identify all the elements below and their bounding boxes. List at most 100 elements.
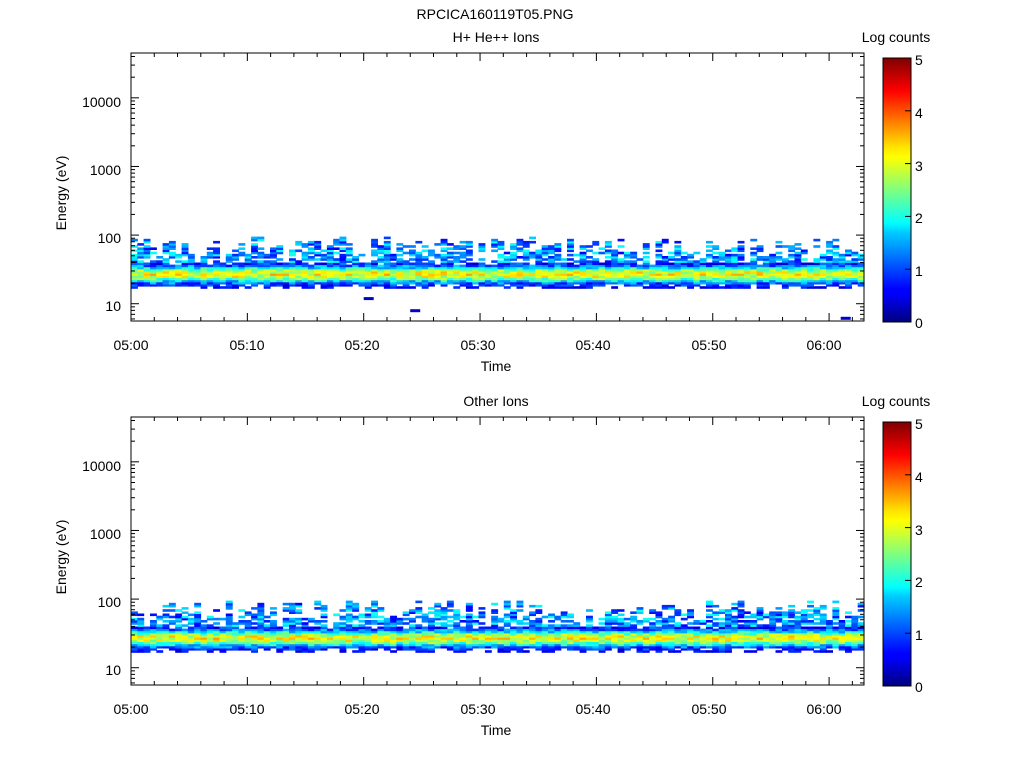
heatmap-cell [541,247,549,250]
heatmap-cell [307,275,315,278]
heatmap-cell [586,281,593,285]
heatmap-cell [788,275,796,278]
heatmap-cell [642,641,650,645]
heatmap-cell [232,643,239,647]
heatmap-cell [213,264,220,268]
heatmap-cell [693,650,701,653]
heatmap-cell [434,645,442,649]
heatmap-cell [383,275,391,278]
heatmap-cell [244,258,252,261]
heatmap-cell [813,635,821,638]
heatmap-cell [390,279,397,283]
heatmap-cell [535,266,543,270]
heatmap-cell [845,643,852,647]
heatmap-cell [617,245,625,248]
heatmap-cell [156,271,164,274]
heatmap-cell [257,281,265,285]
heatmap-cell [377,615,385,619]
heatmap-cell [187,268,195,272]
heatmap-cell [289,641,296,645]
heatmap-cell [270,266,277,270]
heatmap-cell [567,271,574,274]
heatmap-cell [263,281,271,285]
heatmap-cell [718,266,726,270]
heatmap-cell [225,264,233,268]
heatmap-cell [396,271,404,274]
heatmap-cell [668,641,675,645]
heatmap-cell [484,268,492,272]
heatmap-cell [807,639,814,642]
heatmap-cell [137,637,145,640]
heatmap-cell [529,639,536,642]
heatmap-cell [687,609,694,612]
heatmap-cell [352,260,360,263]
heatmap-cell [225,275,233,278]
heatmap-cell [781,258,789,261]
heatmap-cell [699,277,707,281]
heatmap-cell [699,645,707,649]
heatmap-cell [592,630,600,634]
heatmap-cell [636,650,644,653]
heatmap-cell [326,256,334,259]
heatmap-cell [446,602,454,606]
heatmap-cell [680,264,688,268]
heatmap-cell [699,279,707,283]
heatmap-cell [276,245,284,248]
heatmap-cell [617,279,625,283]
heatmap-cell [131,650,138,653]
heatmap-cell [251,635,258,638]
heatmap-cell [326,630,334,634]
heatmap-cell [845,628,852,632]
heatmap-cell [800,639,808,642]
heatmap-cell [731,284,739,287]
heatmap-cell [282,617,290,621]
heatmap-cell [503,281,511,285]
heatmap-cell [699,275,707,278]
heatmap-cell [251,279,258,283]
heatmap-cell [371,645,378,649]
heatmap-cell [611,641,619,645]
heatmap-cell [560,637,568,640]
heatmap-cell [206,645,214,649]
heatmap-cell [194,277,202,281]
heatmap-cell [775,273,783,276]
heatmap-cell [737,600,745,604]
heatmap-cell [725,256,732,259]
heatmap-cell [200,281,208,285]
heatmap-cell [535,645,543,649]
heatmap-cell [453,628,461,632]
heatmap-cell [175,645,183,649]
heatmap-cell [560,628,568,632]
heatmap-cell [807,635,814,638]
heatmap-cell [560,268,568,272]
heatmap-cell [510,617,517,621]
heatmap-cell [807,279,814,283]
heatmap-cell [807,264,814,268]
heatmap-cell [434,626,442,630]
heatmap-cell [232,268,239,272]
heatmap-cell [857,279,865,283]
heatmap-cell [421,258,429,261]
heatmap-cell [491,630,499,634]
heatmap-cell [446,256,454,259]
heatmap-cell [314,251,322,255]
heatmap-cell [409,264,416,268]
heatmap-cell [693,251,701,255]
heatmap-cell [604,643,612,647]
heatmap-cell [750,622,758,625]
heatmap-cell [592,268,600,272]
heatmap-cell [674,271,682,274]
heatmap-cell [326,641,334,645]
heatmap-cell [409,637,416,640]
heatmap-cell [326,643,334,647]
heatmap-cell [680,260,688,263]
heatmap-cell [661,284,669,287]
heatmap-cell [567,279,574,283]
heatmap-cell [459,266,467,270]
heatmap-cell [295,284,303,287]
heatmap-cell [762,624,770,627]
heatmap-cell [358,277,366,281]
heatmap-cell [352,264,360,268]
heatmap-cell [440,273,448,276]
heatmap-cell [655,650,663,653]
